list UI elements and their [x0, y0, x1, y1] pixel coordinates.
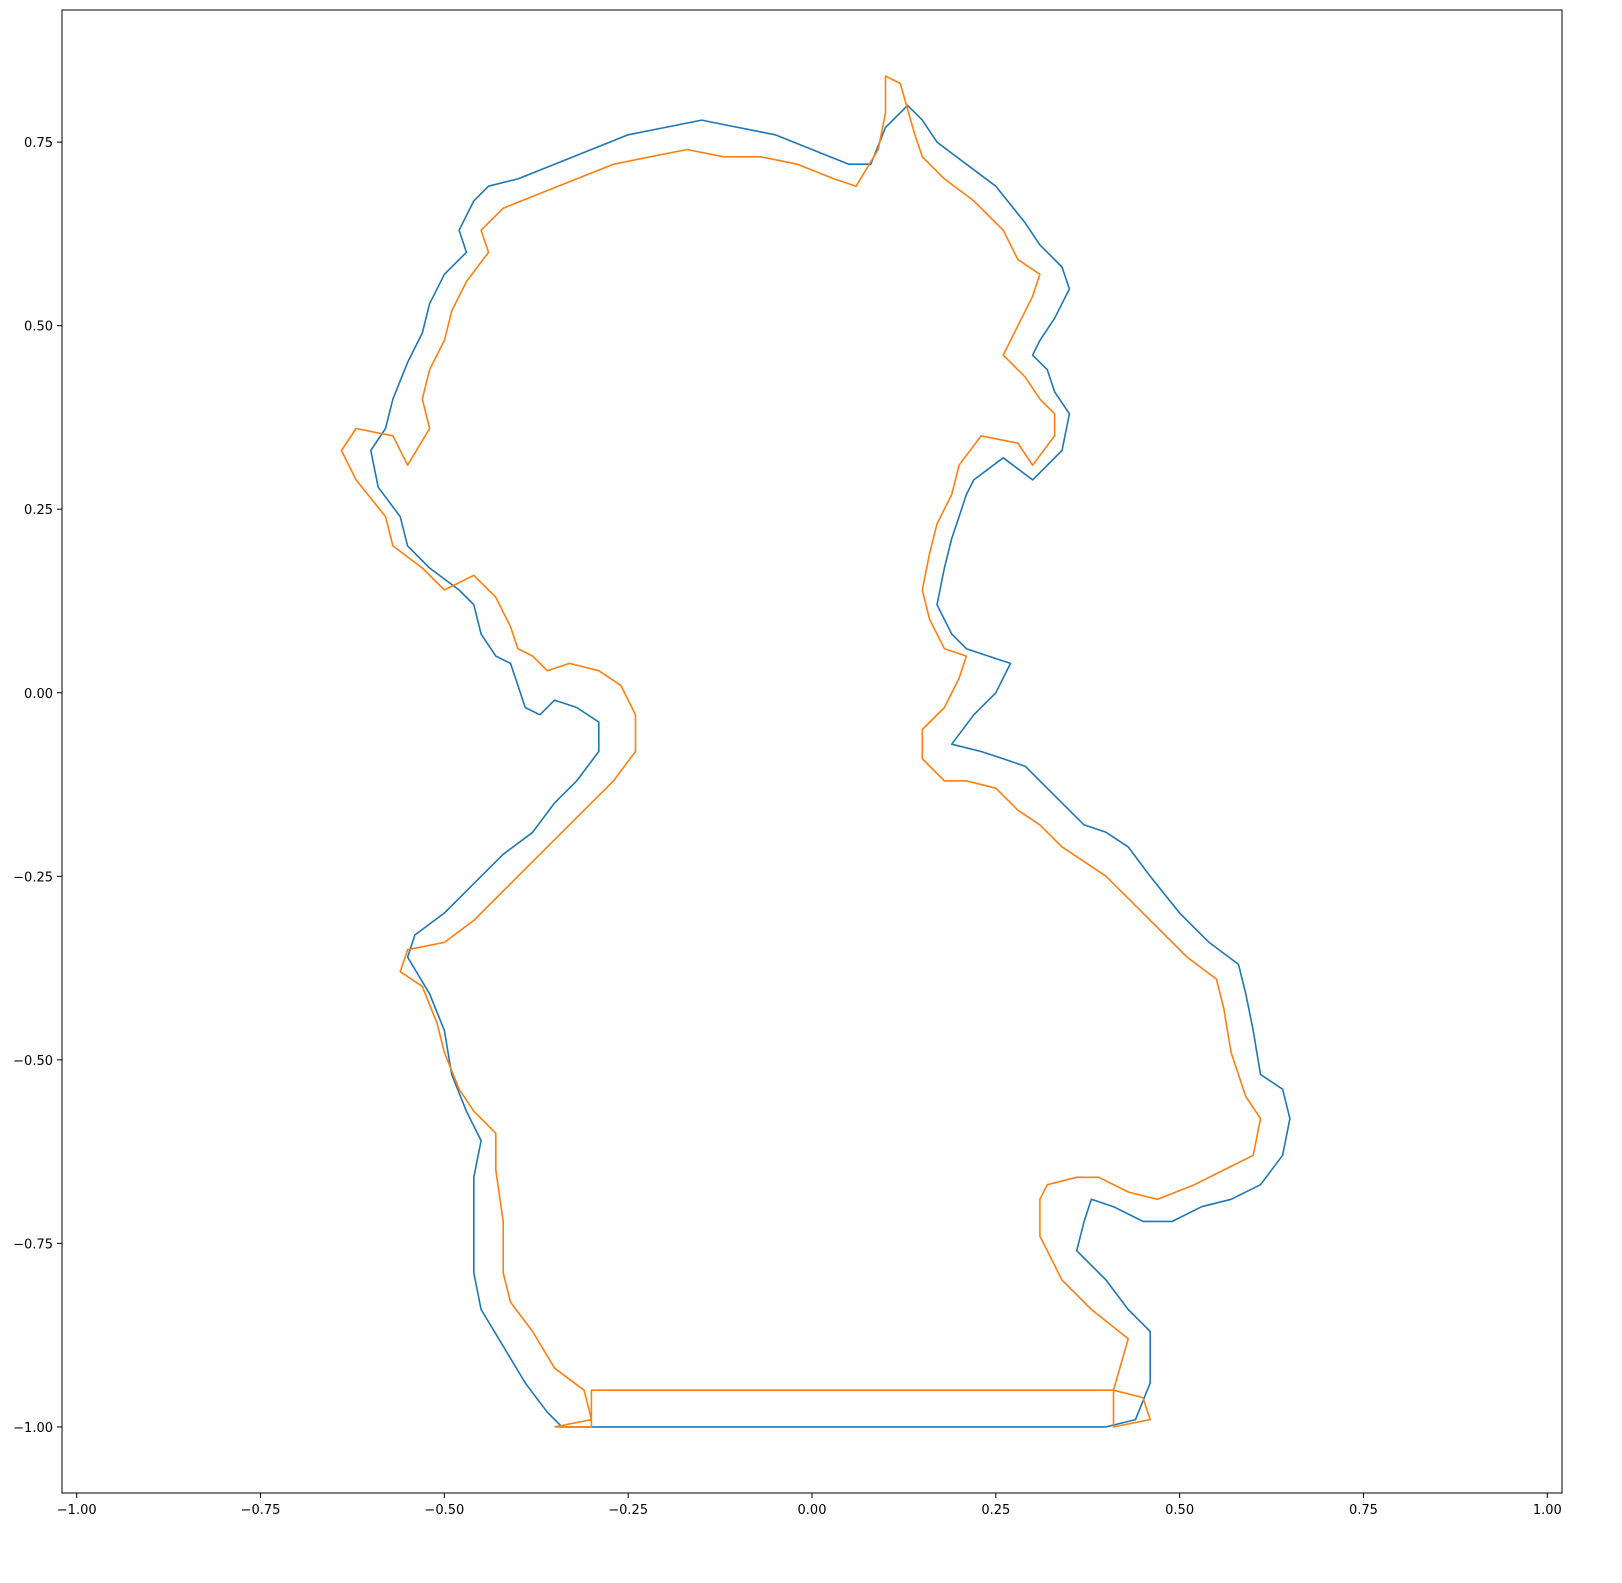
series-2-line: [340, 75, 1262, 1428]
y-tick-label: 0.25: [24, 503, 53, 518]
y-tick-label: −0.50: [13, 1054, 53, 1069]
y-tick-label: −0.75: [13, 1237, 53, 1252]
x-tick-label: 0.25: [981, 1503, 1010, 1518]
x-tick-label: 1.00: [1533, 1503, 1562, 1518]
x-tick-label: 0.00: [798, 1503, 827, 1518]
plot-area: [340, 75, 1291, 1428]
x-tick-label: −0.25: [608, 1503, 648, 1518]
y-tick-label: 0.50: [24, 320, 53, 335]
y-axis: 0.75 0.50 0.25 0.00 −0.25 −0.50 −0.75 −1.00: [13, 136, 62, 1436]
y-tick-label: −0.25: [13, 870, 53, 885]
x-tick-label: 0.50: [1165, 1503, 1194, 1518]
x-tick-label: −0.50: [424, 1503, 464, 1518]
y-tick-label: 0.00: [24, 687, 53, 702]
y-tick-label: 0.75: [24, 136, 53, 151]
series-1-line: [370, 104, 1291, 1428]
x-axis: −1.00 −0.75 −0.50 −0.25 0.00 0.25 0.50 0.75 1.00: [57, 1493, 1562, 1518]
x-tick-label: −0.75: [241, 1503, 281, 1518]
x-tick-label: −1.00: [57, 1503, 97, 1518]
y-tick-label: −1.00: [13, 1421, 53, 1436]
x-tick-label: 0.75: [1349, 1503, 1378, 1518]
